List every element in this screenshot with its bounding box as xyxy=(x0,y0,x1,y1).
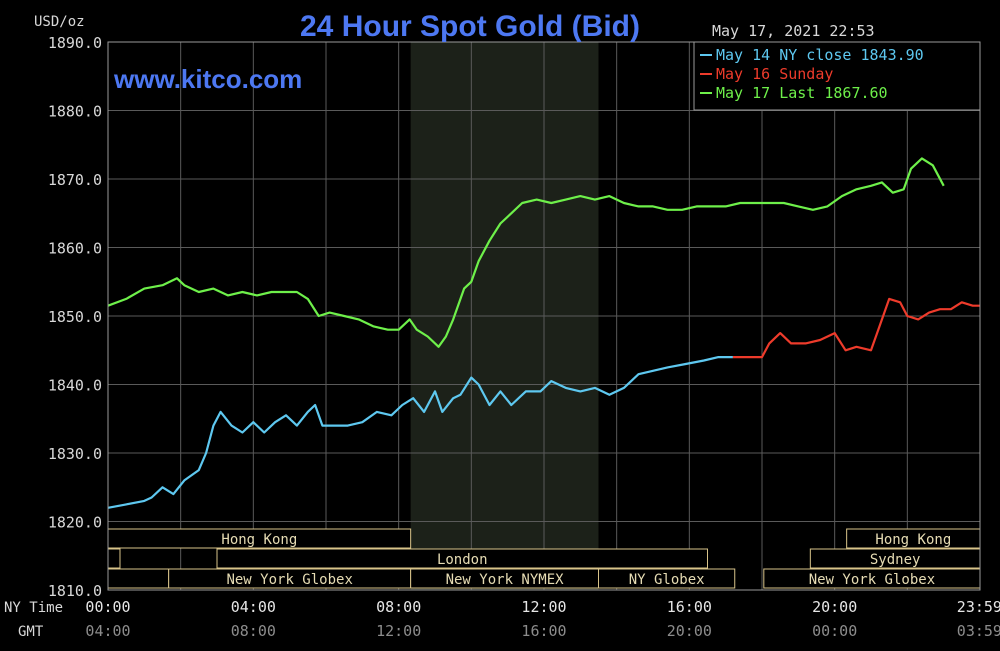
gmt-row-label: GMT xyxy=(18,624,44,640)
session-label: Hong Kong xyxy=(221,532,297,548)
y-tick-label: 1890.0 xyxy=(48,34,102,52)
session-bar xyxy=(216,548,708,569)
x-tick-label-gmt: 08:00 xyxy=(231,622,276,640)
x-tick-label-ny: 08:00 xyxy=(376,598,421,616)
x-tick-label-gmt: 12:00 xyxy=(376,622,421,640)
x-tick-label-gmt: 03:59 xyxy=(957,622,1000,640)
session-bar xyxy=(107,568,170,589)
session-label: London xyxy=(437,552,488,568)
y-tick-label: 1850.0 xyxy=(48,308,102,326)
y-tick-label: 1880.0 xyxy=(48,103,102,121)
x-tick-label-ny: 04:00 xyxy=(231,598,276,616)
y-tick-label: 1860.0 xyxy=(48,240,102,258)
y-tick-label: 1820.0 xyxy=(48,514,102,532)
session-label: New York Globex xyxy=(809,572,935,588)
ny-time-row-label: NY Time xyxy=(4,600,63,616)
y-tick-label: 1830.0 xyxy=(48,445,102,463)
legend-entry: May 17 Last 1867.60 xyxy=(716,84,888,102)
y-tick-label: 1870.0 xyxy=(48,171,102,189)
legend-entry: May 14 NY close 1843.90 xyxy=(716,46,924,64)
x-tick-label-gmt: 20:00 xyxy=(667,622,712,640)
x-tick-label-gmt: 16:00 xyxy=(521,622,566,640)
session-label: Sydney xyxy=(870,552,921,568)
session-label: Hong Kong xyxy=(875,532,951,548)
y-tick-label: 1810.0 xyxy=(48,582,102,600)
series-lines xyxy=(107,157,980,509)
x-axis-ticks: NY Time GMT 00:00 04:00 04:00 08:00 08:00 12:… xyxy=(4,598,1000,640)
series-line xyxy=(107,157,945,348)
timestamp: May 17, 2021 22:53 xyxy=(712,22,875,40)
chart-title: 24 Hour Spot Gold (Bid) xyxy=(300,10,640,43)
x-tick-label-ny: 00:00 xyxy=(85,598,130,616)
x-tick-label-ny: 20:00 xyxy=(812,598,857,616)
session-bars: Hong Kong London New York Globex New York N… xyxy=(107,528,981,589)
session-bar xyxy=(598,568,736,589)
session-label: NY Globex xyxy=(629,572,705,588)
legend-entry: May 16 Sunday xyxy=(716,65,833,83)
x-tick-label-gmt: 04:00 xyxy=(85,622,130,640)
x-tick-label-gmt: 00:00 xyxy=(812,622,857,640)
session-label: New York Globex xyxy=(226,572,352,588)
y-axis-unit-label: USD/oz xyxy=(34,14,85,30)
watermark: www.kitco.com xyxy=(113,64,302,94)
legend-box xyxy=(693,41,981,111)
x-tick-label-ny: 16:00 xyxy=(667,598,712,616)
series-line xyxy=(732,297,980,359)
y-tick-label: 1840.0 xyxy=(48,377,102,395)
series-line xyxy=(107,356,733,509)
session-label: New York NYMEX xyxy=(446,572,565,588)
session-bar xyxy=(107,548,121,569)
x-tick-label-ny: 12:00 xyxy=(521,598,566,616)
y-axis-ticks: 1890.0 1880.0 1870.0 1860.0 1850.0 1840.0 1830… xyxy=(48,34,102,600)
x-tick-label-ny: 23:59 xyxy=(957,598,1000,616)
plot-border xyxy=(107,41,981,591)
